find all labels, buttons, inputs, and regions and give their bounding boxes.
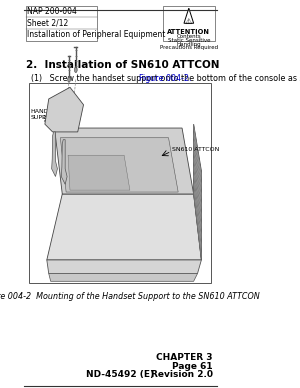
Circle shape (74, 67, 77, 73)
Text: ATTENTION: ATTENTION (167, 29, 210, 35)
Polygon shape (52, 132, 57, 177)
Text: ND-45492 (E): ND-45492 (E) (86, 371, 154, 379)
Text: NAP 200-004: NAP 200-004 (26, 7, 76, 16)
Polygon shape (55, 128, 194, 194)
Polygon shape (60, 138, 178, 192)
Text: Precautions Required: Precautions Required (160, 45, 218, 50)
Text: Contents: Contents (176, 34, 201, 39)
Polygon shape (194, 181, 201, 250)
Bar (29, 83, 211, 283)
Text: 2.  Installation of SN610 ATTCON: 2. Installation of SN610 ATTCON (26, 60, 219, 70)
Text: CHAPTER 3: CHAPTER 3 (157, 353, 213, 362)
Polygon shape (47, 260, 201, 274)
Polygon shape (194, 149, 201, 210)
Text: SN610 ATTCON: SN610 ATTCON (172, 147, 220, 152)
Text: HANDSET
SUPPORT: HANDSET SUPPORT (30, 109, 61, 120)
Polygon shape (194, 140, 201, 199)
Polygon shape (61, 140, 67, 184)
Polygon shape (68, 155, 130, 190)
Bar (26, 6, 97, 41)
Polygon shape (194, 132, 201, 189)
Text: Figure 004-2  Mounting of the Handset Support to the SN610 ATTCON: Figure 004-2 Mounting of the Handset Sup… (0, 292, 260, 301)
Text: ⚠: ⚠ (185, 17, 193, 26)
Text: Page 61: Page 61 (172, 362, 213, 371)
Text: (1)   Screw the handset support onto the bottom of the console as shown in: (1) Screw the handset support onto the b… (32, 74, 300, 83)
Polygon shape (194, 157, 201, 220)
Polygon shape (194, 173, 201, 240)
Text: Installation of Peripheral Equipment: Installation of Peripheral Equipment (26, 30, 165, 40)
Polygon shape (194, 165, 201, 230)
Polygon shape (194, 189, 201, 260)
Text: Handling: Handling (176, 42, 201, 47)
Text: Revision 2.0: Revision 2.0 (151, 371, 213, 379)
Text: Static Sensitive: Static Sensitive (168, 38, 210, 43)
Polygon shape (49, 274, 197, 281)
Polygon shape (194, 124, 201, 179)
Text: Sheet 2/12: Sheet 2/12 (26, 19, 68, 28)
Circle shape (68, 77, 70, 82)
Text: Figure 004-2.: Figure 004-2. (139, 74, 191, 83)
Polygon shape (47, 194, 201, 260)
Bar (163, 6, 215, 41)
Polygon shape (194, 124, 201, 260)
Polygon shape (45, 87, 83, 132)
